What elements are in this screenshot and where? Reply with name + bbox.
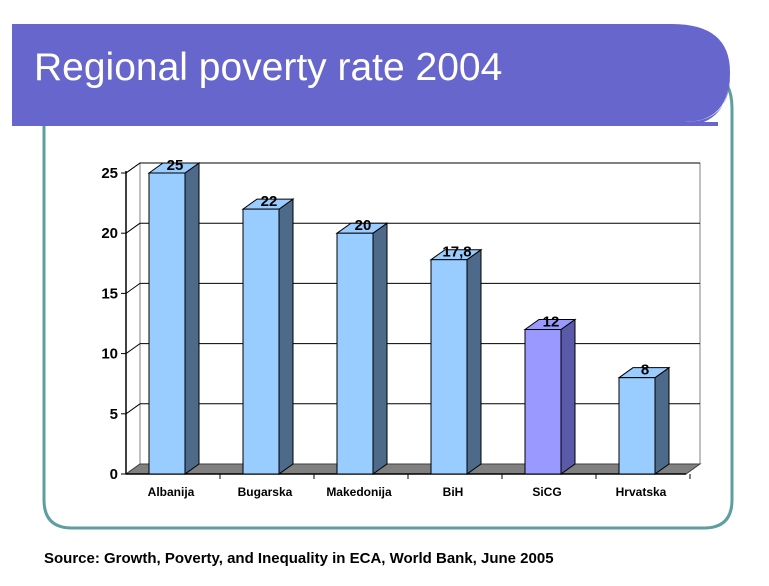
gridline-diag [125, 282, 141, 294]
bar [618, 377, 656, 475]
plot-floor [124, 463, 702, 475]
y-tick-label: 5 [110, 406, 118, 423]
bar [430, 259, 468, 475]
data-label: 8 [641, 362, 649, 379]
x-tick-label: SiCG [532, 485, 561, 499]
y-tick-label: 10 [101, 346, 118, 363]
y-tick-label: 15 [101, 285, 118, 302]
data-label: 25 [167, 157, 184, 174]
bar-side [560, 318, 576, 475]
plot-back-wall [139, 162, 701, 465]
bar-side [372, 222, 388, 475]
x-tick-label: Albanija [148, 485, 195, 499]
x-tick-label: BiH [443, 485, 464, 499]
data-label: 17,8 [442, 244, 471, 261]
bar [242, 208, 280, 475]
gridline-diag [125, 162, 141, 174]
gridline-diag [125, 403, 141, 415]
bar [524, 329, 562, 475]
source-note: Source: Growth, Poverty, and Inequality … [44, 550, 554, 567]
bar [148, 172, 186, 475]
title-bar [12, 24, 730, 126]
plot-side-wall [125, 162, 141, 475]
bar-side [278, 198, 294, 475]
bar-side [466, 248, 482, 475]
x-tick-label: Bugarska [238, 485, 293, 499]
y-tick-label: 0 [110, 466, 118, 483]
x-tick-label: Hrvatska [616, 485, 667, 499]
slide-title: Regional poverty rate 2004 [34, 46, 503, 89]
gridline-diag [125, 222, 141, 234]
bar [336, 232, 374, 475]
bar-side [184, 162, 200, 475]
y-tick-label: 20 [101, 225, 118, 242]
data-label: 12 [543, 314, 560, 331]
data-label: 20 [355, 217, 372, 234]
x-tick-label: Makedonija [326, 485, 392, 499]
bar-side [654, 366, 670, 475]
y-tick-label: 25 [101, 165, 118, 182]
data-label: 22 [261, 193, 278, 210]
gridline-diag [125, 343, 141, 355]
